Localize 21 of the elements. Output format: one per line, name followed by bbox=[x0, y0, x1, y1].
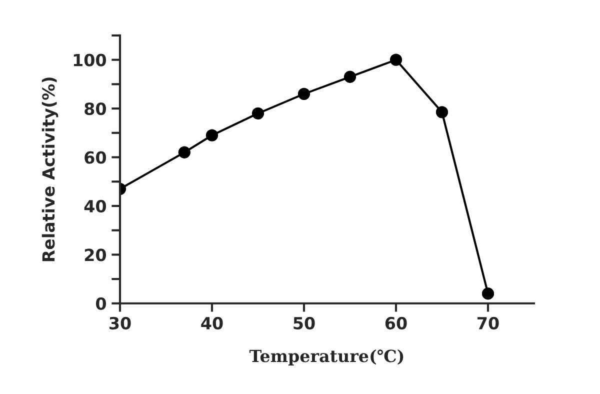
x-tick-label: 70 bbox=[478, 316, 499, 330]
x-axis-title: Temperature(℃) bbox=[249, 349, 404, 366]
x-tick-label: 30 bbox=[110, 316, 131, 330]
y-tick-label: 80 bbox=[84, 102, 106, 116]
point bbox=[206, 129, 218, 142]
x-tick-label: 40 bbox=[201, 316, 223, 330]
point bbox=[298, 88, 310, 100]
y-tick-label: 0 bbox=[96, 297, 106, 310]
point bbox=[390, 54, 402, 66]
y-axis-title: Relative Activity(%) bbox=[42, 78, 58, 262]
point bbox=[482, 288, 494, 300]
point bbox=[344, 70, 356, 83]
point bbox=[178, 146, 190, 158]
point bbox=[436, 106, 448, 118]
x-tick-label: 50 bbox=[294, 316, 315, 330]
y-tick-label: 40 bbox=[84, 200, 106, 213]
y-tick-label: 100 bbox=[74, 54, 106, 66]
point bbox=[252, 107, 264, 120]
y-tick-label: 60 bbox=[84, 151, 106, 164]
y-tick-label: 20 bbox=[84, 248, 106, 262]
x-tick-label: 60 bbox=[385, 316, 407, 330]
